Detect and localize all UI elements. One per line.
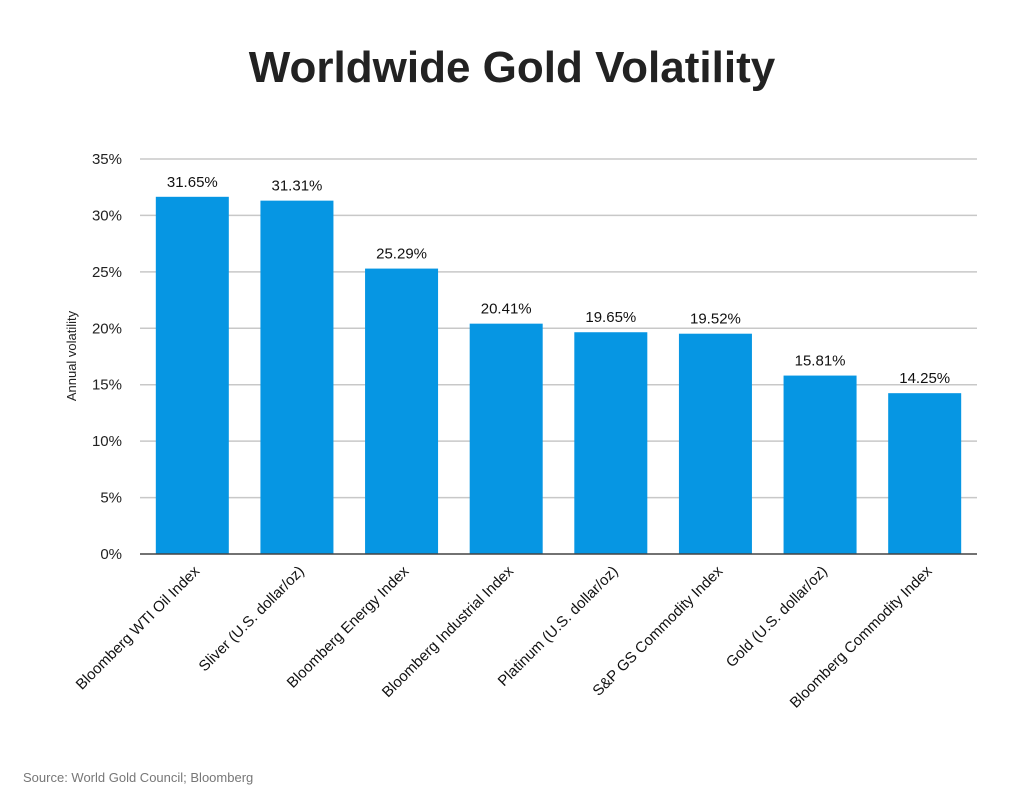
- bar: [888, 393, 962, 554]
- data-label: 31.65%: [167, 174, 218, 191]
- y-tick-label: 0%: [100, 546, 122, 563]
- y-tick-label: 30%: [92, 207, 122, 224]
- bar: [783, 375, 857, 554]
- bar: [155, 196, 229, 555]
- data-label: 19.52%: [690, 311, 741, 328]
- data-label: 15.81%: [795, 353, 846, 370]
- bar: [574, 332, 648, 554]
- x-tick-label: Bloomberg Energy Index: [284, 562, 413, 691]
- bar: [469, 323, 543, 554]
- data-label: 19.65%: [585, 309, 636, 326]
- x-tick-label: Bloomberg WTI Oil Index: [73, 562, 204, 693]
- data-label: 14.25%: [899, 370, 950, 387]
- y-tick-label: 15%: [92, 377, 122, 394]
- data-label: 31.31%: [272, 178, 323, 195]
- y-tick-label: 35%: [92, 151, 122, 168]
- y-tick-label: 25%: [92, 264, 122, 281]
- y-tick-label: 20%: [92, 320, 122, 337]
- data-label: 20.41%: [481, 301, 532, 318]
- y-tick-label: 10%: [92, 433, 122, 450]
- bar: [260, 200, 334, 554]
- source-note: Source: World Gold Council; Bloomberg: [23, 770, 253, 785]
- bar: [678, 333, 752, 554]
- data-label: 25.29%: [376, 246, 427, 263]
- x-tick-label: Gold (U.S. dollar/oz): [723, 563, 831, 671]
- bar: [365, 268, 439, 554]
- x-tick-label: Sliver (U.S. dollar/oz): [196, 563, 308, 675]
- y-tick-label: 5%: [100, 490, 122, 507]
- y-axis-label: Annual volatility: [64, 310, 79, 401]
- chart-title: Worldwide Gold Volatility: [249, 43, 776, 92]
- x-tick-label: Platinum (U.S. dollar/oz): [495, 563, 622, 690]
